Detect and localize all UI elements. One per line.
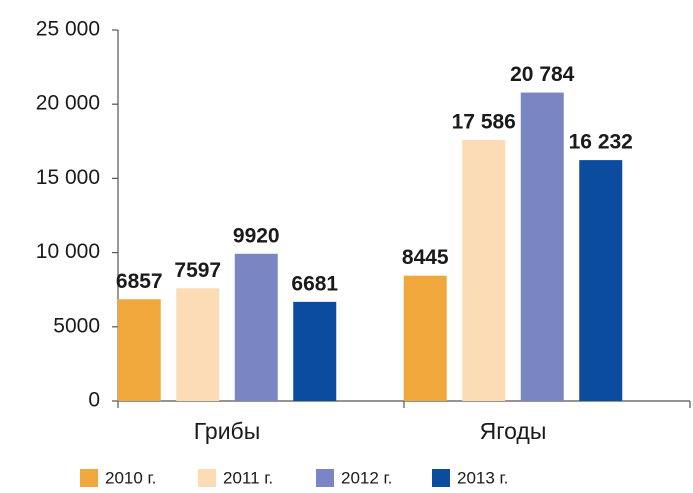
legend-label: 2013 г. xyxy=(457,468,508,487)
legend-swatch xyxy=(316,469,334,487)
value-label: 6857 xyxy=(116,270,163,293)
bar xyxy=(579,160,623,401)
value-label: 9920 xyxy=(233,224,280,247)
bar xyxy=(293,301,337,401)
x-tick-label: Грибы xyxy=(194,418,261,444)
bar xyxy=(176,288,220,401)
bar xyxy=(520,92,564,402)
value-label: 20 784 xyxy=(510,63,575,86)
value-label: 6681 xyxy=(291,272,338,295)
y-tick-label: 15 000 xyxy=(36,166,100,189)
value-label: 17 586 xyxy=(452,111,516,134)
value-label: 8445 xyxy=(402,246,449,269)
y-tick-label: 20 000 xyxy=(36,92,100,115)
legend-swatch xyxy=(432,469,450,487)
y-tick-label: 25 000 xyxy=(36,18,100,41)
legend-swatch xyxy=(198,469,216,487)
bar xyxy=(234,253,278,401)
y-tick-label: 5000 xyxy=(53,314,100,337)
x-tick-label: Ягоды xyxy=(480,418,547,444)
value-label: 16 232 xyxy=(569,131,633,154)
legend-label: 2012 г. xyxy=(341,468,392,487)
bar xyxy=(462,140,506,402)
legend-label: 2011 г. xyxy=(223,468,273,487)
legend-label: 2010 г. xyxy=(105,468,156,487)
legend-swatch xyxy=(80,469,98,487)
bar xyxy=(403,275,447,401)
y-tick-label: 10 000 xyxy=(36,240,100,263)
value-label: 7597 xyxy=(174,259,221,282)
bar xyxy=(117,299,161,401)
y-tick-label: 0 xyxy=(88,389,100,412)
